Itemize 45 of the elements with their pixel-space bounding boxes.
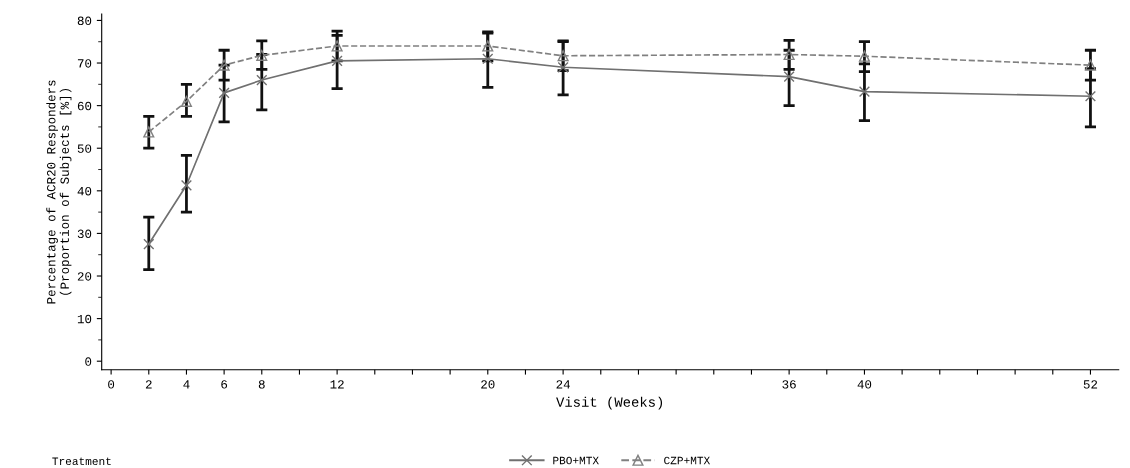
x-tick-label: 0 <box>108 380 115 389</box>
point <box>180 179 193 191</box>
y-tick-label: 30 <box>77 229 92 239</box>
y-tick-label: 40 <box>77 186 92 196</box>
x-tick-label: 36 <box>782 380 796 389</box>
y-tick-label: 10 <box>77 314 92 324</box>
x-tick-label: 6 <box>221 380 228 389</box>
point <box>783 71 795 83</box>
point <box>1084 90 1097 102</box>
point <box>218 87 230 99</box>
y-tick-label: 70 <box>77 59 92 68</box>
x-tick-label: 20 <box>481 380 495 389</box>
x-tick-label: 12 <box>330 380 344 389</box>
point <box>331 55 343 67</box>
x-tick-label: 52 <box>1083 380 1098 389</box>
y-tick-label: 80 <box>77 16 92 26</box>
point <box>482 40 494 52</box>
x-tick-label: 2 <box>145 380 152 389</box>
legend-title: Treatment <box>52 457 111 466</box>
point <box>1084 59 1097 71</box>
point <box>256 49 268 61</box>
point <box>218 59 230 71</box>
point <box>143 126 155 138</box>
point <box>858 50 871 62</box>
x-tick-label: 40 <box>857 380 872 389</box>
y-tick-label: 60 <box>77 101 92 111</box>
point <box>482 53 494 65</box>
x-tick-label: 24 <box>556 380 570 389</box>
point <box>256 74 268 86</box>
y-tick-label: 50 <box>77 144 92 153</box>
y-tick-label: 0 <box>85 357 92 366</box>
x-tick-label: 8 <box>258 380 265 389</box>
y-axis-title: Percentage of ACR20 Responders (Proportion of Subjects [%]) <box>46 80 72 304</box>
point <box>331 40 343 52</box>
legend-label: CZP+MTX <box>664 456 711 465</box>
point <box>783 48 795 61</box>
point <box>557 61 569 73</box>
point <box>858 86 871 98</box>
y-tick-label: 20 <box>77 272 92 281</box>
point <box>180 95 193 107</box>
point <box>557 50 569 62</box>
x-tick-label: 4 <box>183 380 190 389</box>
point <box>143 238 155 250</box>
legend-label: PBO+MTX <box>553 456 599 465</box>
x-axis-title: Visit (Weeks) <box>556 396 663 410</box>
